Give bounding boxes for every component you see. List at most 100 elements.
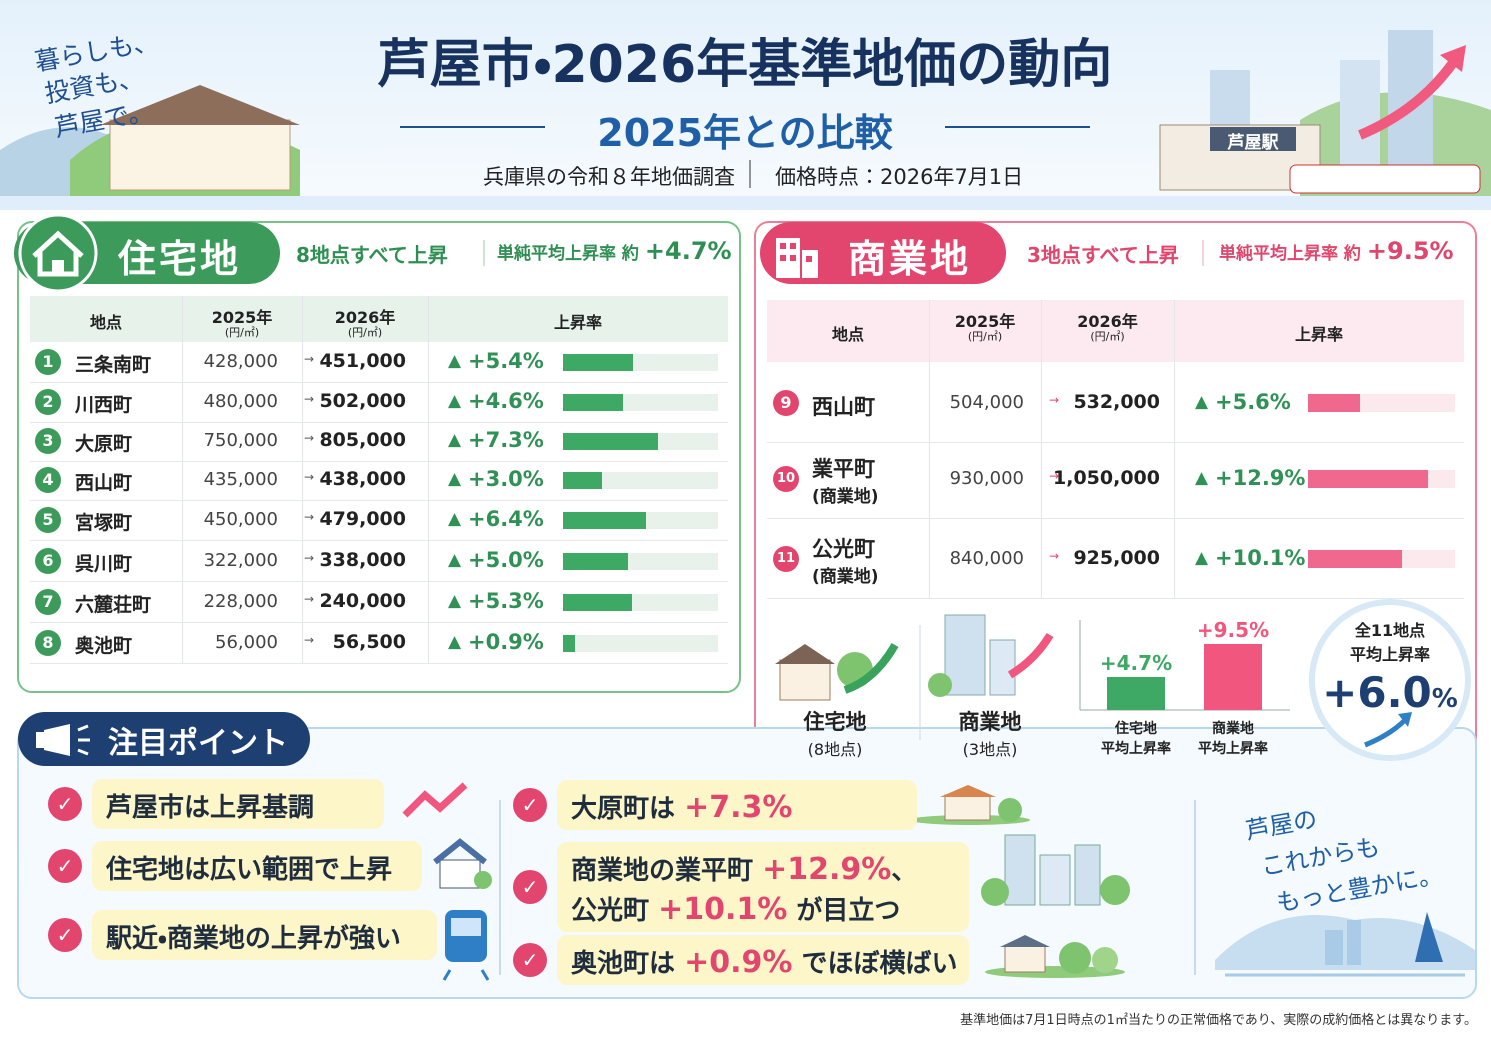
average-value: +9.5% bbox=[1366, 237, 1454, 265]
total-number: +6.0 bbox=[1322, 668, 1432, 717]
rate-bar bbox=[1308, 550, 1402, 568]
average-bar-label: 平均上昇率 bbox=[1101, 741, 1171, 757]
row-divider bbox=[30, 622, 728, 623]
average-bar bbox=[1107, 677, 1165, 710]
rate-label: +6.4% bbox=[468, 507, 544, 531]
site-name: 呉川町 bbox=[75, 553, 133, 575]
point-box: 大原町は +7.3% bbox=[557, 780, 917, 830]
bar-track bbox=[563, 634, 718, 652]
arrow: → bbox=[304, 352, 315, 366]
rate-label: +5.4% bbox=[468, 349, 544, 373]
point-box: 商業地の業平町 +12.9%、 公光町 +10.1% が目立つ bbox=[557, 842, 969, 932]
point-text: 奥池町は bbox=[571, 949, 685, 979]
source: 兵庫県の令和８年地価調査 bbox=[483, 165, 735, 189]
price-2025: 480,000 bbox=[203, 391, 278, 412]
point-text: 駅近・商業地の上昇が強い bbox=[106, 924, 401, 954]
row-number: 4 bbox=[35, 467, 61, 493]
price-2025: 504,000 bbox=[949, 392, 1024, 413]
up-icon: ▲ bbox=[448, 391, 462, 411]
column-unit: (円/㎡) bbox=[967, 330, 1003, 343]
total-label: 全11地点 bbox=[1354, 621, 1426, 640]
header-background bbox=[0, 0, 1491, 210]
check-icon: ✓ bbox=[513, 788, 547, 822]
point-text: 住宅地は広い範囲で上昇 bbox=[106, 855, 393, 885]
total-value: +6.0% bbox=[1320, 668, 1460, 717]
site-name: 西山町 bbox=[75, 472, 133, 494]
site-name: 業平町 bbox=[812, 457, 875, 481]
rate-bar bbox=[563, 432, 658, 450]
site-name: 三条南町 bbox=[75, 354, 152, 376]
average-bar-label: 平均上昇率 bbox=[1198, 741, 1268, 757]
price-2025: 56,000 bbox=[215, 632, 278, 653]
average-bar bbox=[1204, 643, 1262, 710]
column-divider bbox=[1174, 300, 1175, 598]
rate-label: +5.6% bbox=[1215, 390, 1291, 414]
group-sub: (3地点) bbox=[962, 740, 1018, 759]
point-box: 住宅地は広い範囲で上昇 bbox=[92, 841, 422, 891]
average-label: 単純平均上昇率 約 bbox=[1219, 244, 1361, 264]
price-2026: 451,000 bbox=[319, 350, 406, 372]
row-number: 7 bbox=[35, 589, 61, 615]
column-header: 地点 bbox=[89, 313, 122, 332]
group-name: 商業地 bbox=[958, 710, 1022, 734]
average-value: +4.7% bbox=[644, 237, 732, 265]
check-icon: ✓ bbox=[513, 870, 547, 904]
average-bar-label: 住宅地 bbox=[1115, 721, 1157, 737]
up-icon: ▲ bbox=[448, 430, 462, 450]
rate-label: +7.3% bbox=[468, 428, 544, 452]
up-icon: ▲ bbox=[1195, 468, 1209, 488]
total-unit: % bbox=[1431, 684, 1458, 714]
up-icon: ▲ bbox=[448, 591, 462, 611]
up-icon: ▲ bbox=[448, 550, 462, 570]
site-name: 西山町 bbox=[812, 395, 875, 419]
row-divider bbox=[30, 663, 728, 664]
average-bar-label: 商業地 bbox=[1212, 721, 1254, 737]
table-header-bg bbox=[30, 296, 728, 342]
row-divider bbox=[30, 382, 728, 383]
check-icon: ✓ bbox=[513, 943, 547, 977]
point-line: 商業地の業平町 +12.9%、 bbox=[571, 850, 917, 887]
rate-label: +10.1% bbox=[1215, 546, 1306, 570]
row-divider bbox=[30, 581, 728, 582]
row-number: 8 bbox=[35, 630, 61, 656]
up-icon: ▲ bbox=[448, 351, 462, 371]
up-icon: ▲ bbox=[448, 632, 462, 652]
arrow: → bbox=[304, 392, 315, 406]
site-name: 宮塚町 bbox=[75, 512, 133, 534]
price-2026: 338,000 bbox=[319, 549, 406, 571]
site-sub: (商業地) bbox=[812, 567, 879, 587]
column-header: 2026年 bbox=[334, 308, 396, 327]
price-2025: 228,000 bbox=[203, 591, 278, 612]
column-header: 地点 bbox=[831, 325, 864, 344]
price-2026: 240,000 bbox=[319, 590, 406, 612]
date: 価格時点：2026年7月1日 bbox=[775, 165, 1024, 189]
site-sub: (商業地) bbox=[812, 487, 879, 507]
point-text: 商業地の業平町 bbox=[571, 856, 763, 886]
arrow: → bbox=[1049, 549, 1060, 563]
footnote: 基準地価は7月1日時点の1㎡当たりの正常価格であり、実際の成約価格とは異なります… bbox=[960, 1013, 1477, 1028]
point-text: 公光町 bbox=[571, 896, 659, 926]
row-divider bbox=[767, 518, 1464, 519]
point-emphasis: +12.9% bbox=[762, 852, 892, 887]
point-box: 芦屋市は上昇基調 bbox=[92, 779, 384, 829]
rate-label: +4.6% bbox=[468, 389, 544, 413]
point-box: 駅近・商業地の上昇が強い bbox=[92, 910, 437, 960]
arrow: → bbox=[304, 633, 315, 647]
summary: 8地点すべて上昇 bbox=[296, 243, 448, 267]
group-sub: (8地点) bbox=[807, 740, 863, 759]
points-title: 注目ポイント bbox=[108, 726, 288, 761]
column-unit: (円/㎡) bbox=[1090, 330, 1125, 343]
point-line: 住宅地は広い範囲で上昇 bbox=[106, 849, 392, 886]
price-2025: 450,000 bbox=[203, 509, 278, 530]
price-2026: 438,000 bbox=[319, 468, 406, 490]
group-name: 住宅地 bbox=[803, 710, 867, 734]
rate-label: +12.9% bbox=[1215, 466, 1306, 490]
up-icon: ▲ bbox=[1195, 392, 1209, 412]
price-2025: 428,000 bbox=[203, 351, 278, 372]
column-divider bbox=[929, 300, 930, 598]
point-text: 、 bbox=[891, 856, 918, 886]
rate-bar bbox=[563, 552, 628, 570]
column-header: 上昇率 bbox=[1294, 325, 1343, 344]
rate-label: +5.0% bbox=[468, 548, 544, 572]
column-header: 2025年 bbox=[954, 312, 1016, 331]
